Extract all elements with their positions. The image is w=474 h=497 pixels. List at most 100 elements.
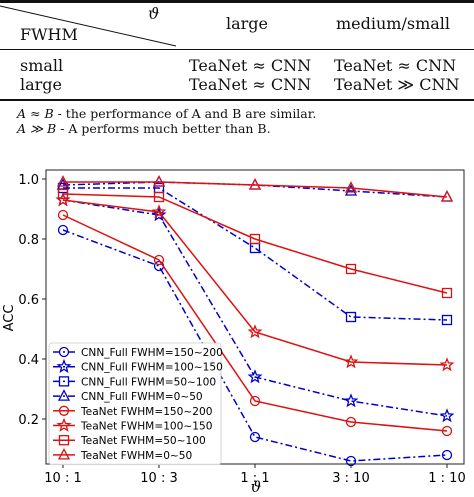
series-line — [62, 199, 448, 366]
data-point-star — [343, 393, 359, 408]
legend-item: CNN_Full FWHM=0~50 — [53, 389, 203, 403]
data-point-star — [439, 357, 455, 372]
series-7 — [57, 188, 453, 299]
x-tick-label: 1 : 1 — [240, 471, 269, 486]
x-tick-label: 3 : 10 — [332, 471, 369, 486]
y-tick-label: 0.4 — [18, 353, 39, 368]
series-5 — [57, 209, 453, 437]
y-tick-label: 1.0 — [18, 173, 39, 188]
note-symbol-much-greater: A ≫ B — [17, 121, 57, 136]
series-line — [63, 187, 448, 321]
table-note-similar: A ≈ B - the performance of A and B are s… — [17, 106, 316, 121]
data-point-square — [57, 188, 69, 200]
y-tick-label: 0.6 — [18, 293, 39, 308]
data-point-triangle — [152, 175, 166, 187]
legend-item: TeaNet FWHM=100~150 — [53, 417, 213, 433]
data-point-star — [151, 207, 167, 222]
legend-item: CNN_Full FWHM=150~200 — [53, 346, 223, 359]
data-point-square — [345, 311, 357, 323]
row-label-large: large — [20, 75, 63, 94]
table-header-rule — [0, 49, 474, 50]
legend-label: CNN_Full FWHM=50~100 — [81, 376, 216, 388]
data-point-square — [249, 233, 261, 245]
data-point-star — [439, 408, 455, 423]
legend-item: TeaNet FWHM=50~100 — [53, 435, 206, 447]
legend-marker-triangle — [57, 448, 71, 460]
legend-item: CNN_Full FWHM=100~150 — [53, 358, 223, 374]
series-8 — [56, 175, 454, 202]
legend-label: CNN_Full FWHM=0~50 — [81, 391, 203, 403]
x-tick-label: 10 : 3 — [140, 471, 177, 486]
axis-layer: 0.2 0.4 0.6 0.8 1.0 10 : 1 10 : 3 1 : 1 3 : 10 1 … — [18, 173, 465, 486]
header-corner-fwhm: FWHM — [20, 25, 78, 44]
x-tick-label: 10 : 1 — [44, 471, 81, 486]
legend-box — [48, 342, 222, 465]
data-point-star — [247, 369, 263, 384]
legend-marker-triangle — [57, 389, 71, 401]
row-small-large-cell: TeaNet ≈ CNN — [189, 56, 312, 75]
series-line — [62, 193, 448, 294]
y-tick-label: 0.2 — [18, 413, 39, 428]
data-point-triangle — [56, 175, 70, 187]
header-corner-theta: ϑ — [148, 4, 160, 23]
note-symbol-approx: A ≈ B — [17, 106, 54, 121]
data-point-circle — [153, 254, 165, 266]
data-point-star — [247, 324, 263, 339]
data-point-square — [345, 263, 357, 275]
data-point-square — [153, 191, 165, 203]
row-label-small: small — [20, 56, 64, 75]
legend-label: CNN_Full FWHM=150~200 — [81, 347, 223, 359]
legend-marker-square — [58, 435, 70, 446]
legend: CNN_Full FWHM=150~200 CNN_Full FWHM=100~1… — [48, 342, 223, 465]
legend-marker-star — [56, 417, 72, 432]
row-small-medium-cell: TeaNet ≈ CNN — [334, 56, 457, 75]
legend-item: TeaNet FWHM=150~200 — [53, 405, 213, 418]
row-large-medium-cell: TeaNet ≫ CNN — [334, 75, 460, 94]
header-col-medium-small: medium/small — [336, 14, 451, 33]
series-line — [62, 199, 448, 417]
x-axis-label: ϑ — [251, 478, 262, 496]
data-point-triangle — [344, 184, 358, 196]
data-point-square — [441, 314, 453, 326]
row-large-large-cell: TeaNet ≈ CNN — [189, 75, 312, 94]
data-point-triangle — [248, 178, 262, 190]
note-text-approx: - the performance of A and B are similar… — [53, 106, 317, 121]
legend-marker-circle — [58, 346, 70, 358]
y-axis-label: ACC — [2, 305, 17, 332]
data-point-circle — [57, 224, 69, 236]
header-col-large: large — [226, 14, 269, 33]
legend-marker-star — [56, 358, 72, 373]
legend-label: TeaNet FWHM=100~150 — [80, 421, 213, 433]
legend-label: TeaNet FWHM=0~50 — [80, 450, 193, 462]
legend-item: CNN_Full FWHM=50~100 — [53, 376, 216, 388]
data-point-star — [343, 354, 359, 369]
series-layer — [55, 175, 455, 467]
data-point-circle — [249, 395, 261, 407]
x-tick-label: 1 : 10 — [428, 471, 465, 486]
series-line — [62, 214, 448, 432]
table-top-rule — [0, 0, 474, 3]
y-tick-label: 0.8 — [18, 233, 39, 248]
data-point-circle — [345, 416, 357, 428]
data-point-triangle — [440, 190, 454, 202]
legend-label: TeaNet FWHM=50~100 — [80, 435, 206, 447]
data-point-square — [441, 287, 453, 299]
legend-label: CNN_Full FWHM=100~150 — [81, 362, 223, 374]
table-bottom-rule — [0, 99, 474, 101]
series-line — [62, 181, 448, 198]
data-point-circle — [441, 449, 453, 461]
data-point-circle — [249, 431, 261, 443]
header-diagonal-line — [0, 5, 177, 47]
data-point-star — [151, 204, 167, 219]
note-text-much-greater: - A performs much better than B. — [56, 121, 271, 136]
data-point-triangle — [344, 181, 358, 193]
legend-marker-circle — [58, 405, 70, 416]
data-point-circle — [57, 209, 69, 221]
table-note-better: A ≫ B - A performs much better than B. — [17, 121, 271, 136]
series-3 — [57, 182, 453, 326]
legend-label: TeaNet FWHM=150~200 — [80, 406, 213, 418]
series-line — [63, 181, 448, 198]
data-point-circle — [441, 425, 453, 437]
legend-item: TeaNet FWHM=0~50 — [53, 448, 193, 462]
